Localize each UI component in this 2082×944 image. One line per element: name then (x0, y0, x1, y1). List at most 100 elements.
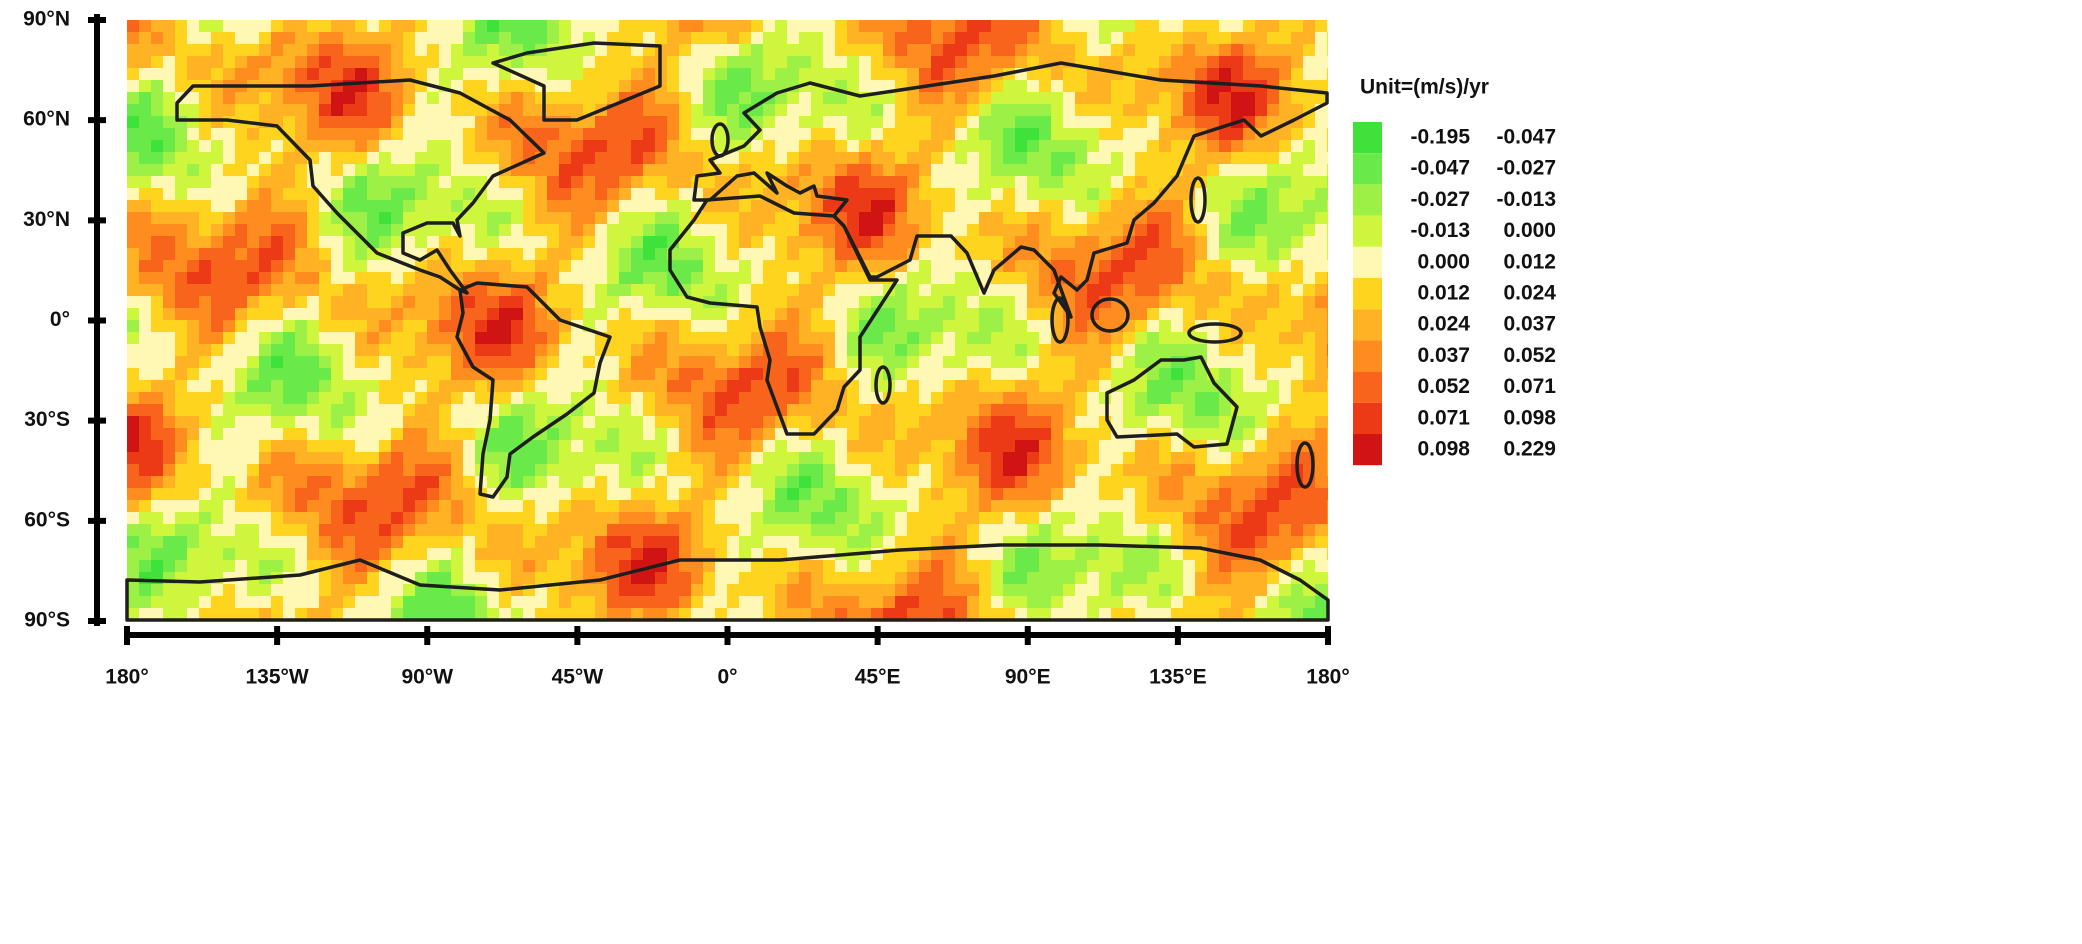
cell (703, 176, 715, 188)
cell (463, 248, 475, 260)
cell (1231, 260, 1243, 272)
cell (895, 464, 907, 476)
cell (271, 476, 283, 488)
cell (1255, 572, 1267, 584)
cell (511, 356, 523, 368)
cell (475, 608, 487, 620)
cell (1303, 284, 1315, 296)
cell (319, 512, 331, 524)
cell (787, 32, 799, 44)
cell (223, 344, 235, 356)
cell (283, 116, 295, 128)
cell (523, 164, 535, 176)
cell (1207, 284, 1219, 296)
cell (739, 80, 751, 92)
cell (1303, 176, 1315, 188)
cell (727, 440, 739, 452)
cell (1003, 416, 1015, 428)
cell (1171, 500, 1183, 512)
cell (367, 512, 379, 524)
cell (1219, 92, 1231, 104)
cell (979, 548, 991, 560)
cell (583, 80, 595, 92)
cell (835, 476, 847, 488)
cell (775, 536, 787, 548)
cell (871, 464, 883, 476)
cell (787, 248, 799, 260)
cell (883, 488, 895, 500)
cell (787, 440, 799, 452)
cell (763, 116, 775, 128)
cell (919, 248, 931, 260)
cell (319, 116, 331, 128)
cell (679, 92, 691, 104)
cell (163, 188, 175, 200)
cell (991, 452, 1003, 464)
cell (751, 512, 763, 524)
cell (763, 296, 775, 308)
cell (895, 452, 907, 464)
cell (571, 308, 583, 320)
cell (991, 164, 1003, 176)
cell (919, 368, 931, 380)
cell (1327, 320, 1328, 332)
cell (499, 236, 511, 248)
cell (1159, 152, 1171, 164)
cell (535, 284, 547, 296)
cell (559, 284, 571, 296)
cell (1087, 284, 1099, 296)
cell (559, 440, 571, 452)
cell (1243, 20, 1255, 32)
cell (619, 500, 631, 512)
cell (1003, 500, 1015, 512)
cell (259, 248, 271, 260)
cell (775, 368, 787, 380)
cell (1231, 152, 1243, 164)
cell (235, 608, 247, 620)
cell (343, 308, 355, 320)
cell (223, 392, 235, 404)
cell (271, 176, 283, 188)
cell (1075, 128, 1087, 140)
cell (847, 296, 859, 308)
cell (811, 320, 823, 332)
cell (847, 56, 859, 68)
cell (463, 608, 475, 620)
cell (751, 416, 763, 428)
cell (1207, 164, 1219, 176)
cell (871, 524, 883, 536)
cell (1027, 368, 1039, 380)
cell (679, 572, 691, 584)
cell (931, 116, 943, 128)
cell (295, 308, 307, 320)
cell (703, 20, 715, 32)
cell (559, 500, 571, 512)
cell (1159, 440, 1171, 452)
cell (991, 212, 1003, 224)
cell (187, 248, 199, 260)
cell (991, 116, 1003, 128)
cell (643, 392, 655, 404)
cell (943, 152, 955, 164)
cell (715, 128, 727, 140)
cell (703, 380, 715, 392)
cell (655, 488, 667, 500)
cell (1123, 272, 1135, 284)
cell (1171, 368, 1183, 380)
cell (403, 152, 415, 164)
cell (499, 380, 511, 392)
cell (715, 104, 727, 116)
cell (319, 500, 331, 512)
cell (583, 332, 595, 344)
cell (643, 536, 655, 548)
cell (787, 308, 799, 320)
cell (823, 56, 835, 68)
cell (955, 380, 967, 392)
cell (1027, 428, 1039, 440)
cell (259, 188, 271, 200)
cell (1171, 524, 1183, 536)
cell (643, 308, 655, 320)
cell (235, 224, 247, 236)
cell (163, 128, 175, 140)
